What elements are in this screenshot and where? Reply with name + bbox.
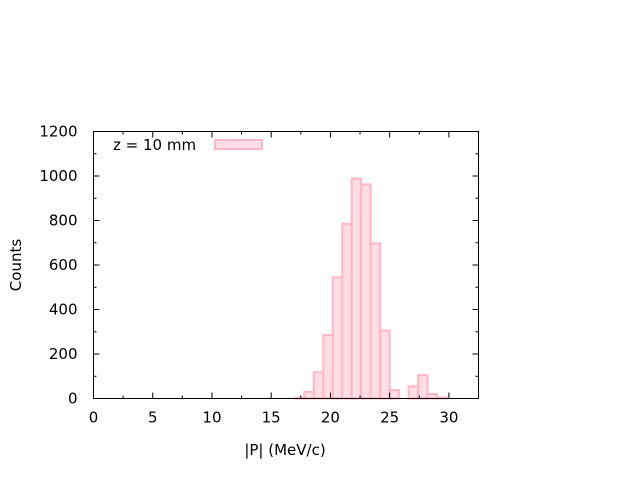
x-tick-label: 25 (380, 409, 399, 427)
x-tick-label: 0 (89, 409, 99, 427)
histogram-bar (322, 334, 334, 400)
histogram-bar (426, 393, 439, 400)
histogram-bar (379, 329, 391, 400)
histogram-bar (341, 222, 353, 400)
legend-entry-label: z = 10 mm (113, 136, 196, 154)
histogram-bar (417, 374, 429, 400)
y-axis-ticks: 0 200 400 600 800 1000 1200 (39, 123, 479, 408)
x-tick-label: 20 (321, 409, 340, 427)
x-tick-label: 15 (262, 409, 281, 427)
x-axis-label: |P| (MeV/c) (244, 441, 325, 459)
x-tick-label: 30 (439, 409, 458, 427)
legend: z = 10 mm (113, 136, 263, 154)
legend-swatch (214, 139, 263, 150)
histogram-bar (350, 177, 363, 400)
histogram-bar (312, 371, 325, 400)
plot-frame (93, 131, 479, 399)
histogram-bar (407, 385, 420, 400)
histogram-bar (360, 183, 372, 400)
x-axis-ticks: 0 5 10 15 20 25 30 (89, 131, 458, 427)
y-axis-label: Counts (7, 239, 25, 292)
histogram-bar (388, 389, 401, 400)
histogram-bar (303, 390, 315, 400)
y-tick-label: 600 (49, 256, 78, 274)
x-tick-label: 10 (202, 409, 221, 427)
y-tick-label: 200 (49, 345, 78, 363)
histogram-bars (293, 177, 448, 400)
y-tick-label: 400 (49, 301, 78, 319)
y-tick-label: 800 (49, 212, 78, 230)
y-tick-label: 1000 (39, 167, 77, 185)
histogram-bar (331, 276, 344, 400)
y-tick-label: 1200 (39, 123, 77, 141)
histogram-bar (369, 242, 382, 400)
y-tick-label: 0 (68, 390, 78, 408)
x-tick-label: 5 (148, 409, 158, 427)
